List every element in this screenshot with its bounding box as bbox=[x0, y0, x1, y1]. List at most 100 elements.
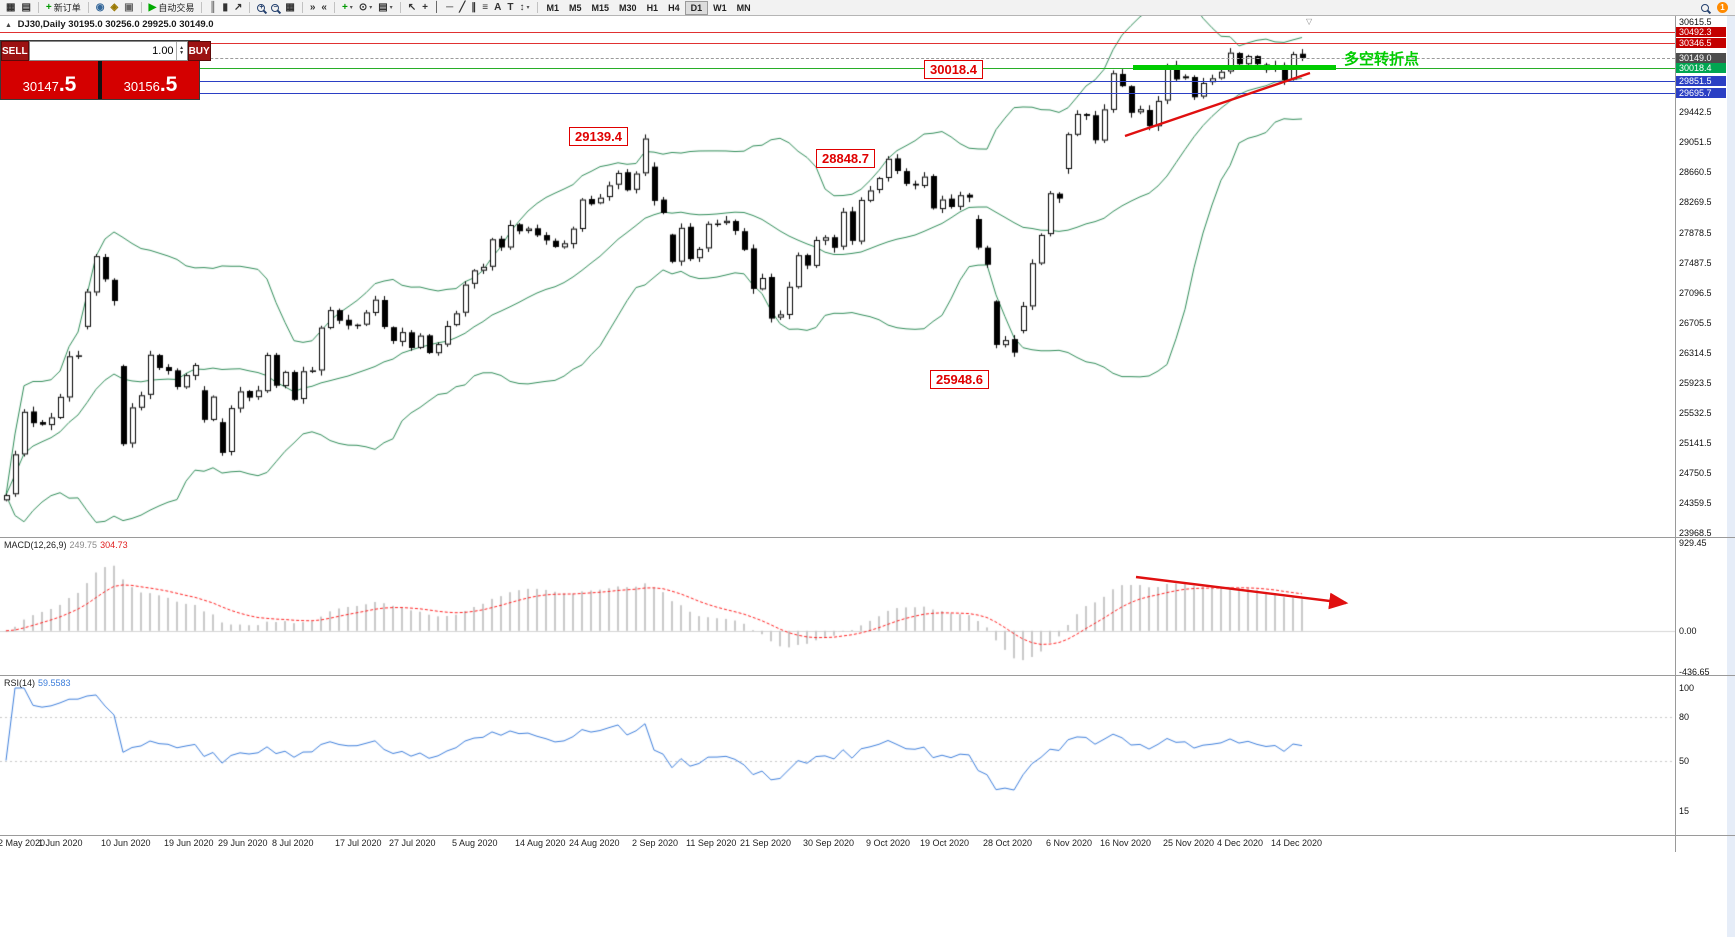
notification-badge[interactable]: 1 bbox=[1717, 2, 1728, 13]
price-level-line[interactable] bbox=[0, 68, 1675, 69]
price-level-line[interactable] bbox=[0, 43, 1675, 44]
timeframe-d1-button[interactable]: D1 bbox=[684, 0, 709, 15]
tile-windows-icon[interactable]: ▦ bbox=[285, 1, 295, 13]
timeframe-w1-button[interactable]: W1 bbox=[713, 2, 727, 13]
templates-icon[interactable]: ▤ ▾ bbox=[378, 1, 393, 13]
periods-icon[interactable]: ⊙ ▾ bbox=[358, 1, 373, 13]
arrows-tool-icon[interactable]: ↕ ▾ bbox=[519, 1, 530, 13]
panel-separator[interactable] bbox=[0, 675, 1735, 676]
date-axis-label: 30 Sep 2020 bbox=[803, 838, 855, 848]
rsi-value: 59.5583 bbox=[38, 678, 71, 688]
chart-profiles-icon[interactable]: ▤ bbox=[21, 1, 31, 13]
new-chart-icon[interactable]: ▦ bbox=[6, 1, 16, 13]
bar-chart-mode-icon[interactable]: ║ bbox=[209, 1, 217, 13]
price-axis-label: 25923.5 bbox=[1679, 377, 1712, 388]
new-order-button[interactable]: + 新订单 bbox=[45, 1, 81, 13]
channel-tool-icon[interactable]: ∥ bbox=[471, 1, 477, 13]
timeframe-m1-button[interactable]: M1 bbox=[546, 2, 560, 13]
buy-button[interactable]: BUY bbox=[187, 41, 211, 61]
volume-input[interactable] bbox=[29, 42, 176, 60]
price-axis-label: 26314.5 bbox=[1679, 347, 1712, 358]
auto-trading-button[interactable]: ▶ 自动交易 bbox=[148, 1, 195, 13]
chart-shift-icon[interactable]: « bbox=[321, 1, 327, 13]
sell-price-button[interactable]: 30147.5 bbox=[1, 61, 98, 99]
fibonacci-tool-icon[interactable]: ≡ bbox=[482, 1, 489, 13]
timeframe-h4-button[interactable]: H4 bbox=[668, 2, 680, 13]
price-annotation-box[interactable]: 25948.6 bbox=[930, 370, 989, 389]
price-tag: 29851.5 bbox=[1676, 75, 1726, 86]
date-axis-label: 24 Aug 2020 bbox=[569, 838, 620, 848]
volume-up-icon[interactable]: ▲ bbox=[179, 45, 185, 51]
date-axis-label: 19 Oct 2020 bbox=[920, 838, 970, 848]
market-watch-icon[interactable]: ◉ bbox=[95, 1, 105, 13]
price-level-line[interactable] bbox=[0, 93, 1675, 94]
chart-title: ▲ DJ30,Daily 30195.0 30256.0 29925.0 301… bbox=[5, 19, 214, 30]
price-axis-label: 24750.5 bbox=[1679, 468, 1712, 479]
timeframe-h1-button[interactable]: H1 bbox=[646, 2, 659, 13]
vertical-line-tool-icon[interactable]: │ bbox=[433, 1, 441, 13]
date-axis-label: 29 Jun 2020 bbox=[218, 838, 268, 848]
rsi-indicator-label: RSI(14) 59.5583 bbox=[4, 678, 71, 688]
candlestick-mode-icon[interactable]: ▮ bbox=[222, 1, 228, 13]
date-axis-label: 6 Nov 2020 bbox=[1046, 838, 1093, 848]
vertical-scrollbar[interactable] bbox=[1727, 16, 1735, 937]
date-axis-label: 4 Dec 2020 bbox=[1217, 838, 1264, 848]
timeframe-m5-button[interactable]: M5 bbox=[569, 2, 582, 13]
price-tag: 30018.4 bbox=[1676, 62, 1726, 73]
price-level-line[interactable] bbox=[0, 32, 1675, 33]
collapse-panel-icon[interactable]: ▲ bbox=[5, 22, 12, 29]
price-level-line[interactable] bbox=[0, 58, 1675, 59]
sell-button[interactable]: SELL bbox=[1, 41, 29, 61]
navigator-icon[interactable]: ◈ bbox=[110, 1, 119, 13]
rsi-canvas[interactable] bbox=[0, 676, 1675, 835]
auto-scroll-icon[interactable]: » bbox=[309, 1, 316, 13]
price-axis-label: 29051.5 bbox=[1679, 137, 1712, 148]
ohlc-values: 30195.0 30256.0 29925.0 30149.0 bbox=[68, 19, 214, 30]
date-axis-label: 16 Nov 2020 bbox=[1100, 838, 1152, 848]
macd-value: 249.75 bbox=[69, 540, 98, 550]
price-axis-label: 30615.5 bbox=[1679, 17, 1712, 28]
text-tool-icon[interactable]: A bbox=[494, 1, 502, 13]
price-tag: 30346.5 bbox=[1676, 37, 1726, 48]
label-tool-icon[interactable]: T bbox=[507, 1, 514, 13]
panel-separator[interactable] bbox=[0, 835, 1735, 836]
timeframe-mn-button[interactable]: MN bbox=[736, 2, 751, 13]
trendline-tool-icon[interactable]: ╱ bbox=[459, 1, 466, 13]
buy-price-button[interactable]: 30156.5 bbox=[102, 61, 199, 99]
price-axis-label: 27878.5 bbox=[1679, 227, 1712, 238]
date-axis-label: 5 Aug 2020 bbox=[452, 838, 498, 848]
price-tag: 29695.7 bbox=[1676, 87, 1726, 98]
support-line-annotation[interactable] bbox=[1133, 65, 1336, 70]
panel-separator[interactable] bbox=[0, 537, 1735, 538]
crosshair-tool-icon[interactable]: + bbox=[422, 1, 428, 13]
volume-control: ▲ ▼ bbox=[28, 41, 188, 61]
cursor-tool-icon[interactable]: ↖ bbox=[407, 1, 417, 13]
price-chart-canvas[interactable] bbox=[0, 16, 1675, 537]
macd-axis-label: 929.45 bbox=[1679, 538, 1707, 549]
date-axis-label: 8 Jul 2020 bbox=[272, 838, 314, 848]
search-icon[interactable] bbox=[1698, 1, 1712, 15]
timeframe-m30-button[interactable]: M30 bbox=[619, 2, 637, 13]
spread-gap bbox=[98, 61, 102, 99]
price-annotation-box[interactable]: 28848.7 bbox=[816, 149, 875, 168]
macd-axis-label: 0.00 bbox=[1679, 625, 1697, 636]
date-axis-label: 14 Dec 2020 bbox=[1271, 838, 1323, 848]
volume-down-icon[interactable]: ▼ bbox=[179, 50, 185, 56]
price-annotation-box[interactable]: 29139.4 bbox=[569, 127, 628, 146]
zoom-out-icon[interactable]: − bbox=[271, 3, 280, 12]
zoom-in-icon[interactable]: + bbox=[257, 3, 266, 12]
price-axis-label: 27487.5 bbox=[1679, 257, 1712, 268]
price-annotation-box[interactable]: 30018.4 bbox=[924, 60, 983, 79]
price-axis-label: 27096.5 bbox=[1679, 287, 1712, 298]
chart-shift-marker-icon[interactable]: ▽ bbox=[1306, 17, 1313, 26]
price-tag: 30149.0 bbox=[1676, 52, 1726, 63]
add-indicator-icon[interactable]: + ▾ bbox=[341, 1, 353, 13]
price-level-line[interactable] bbox=[0, 81, 1675, 82]
turning-point-annotation[interactable]: 多空转折点 bbox=[1344, 51, 1420, 68]
macd-canvas[interactable] bbox=[0, 538, 1675, 675]
line-chart-mode-icon[interactable]: ↗ bbox=[233, 1, 243, 13]
terminal-icon[interactable]: ▣ bbox=[124, 1, 134, 13]
timeframe-m15-button[interactable]: M15 bbox=[591, 2, 610, 13]
horizontal-line-tool-icon[interactable]: ─ bbox=[446, 1, 454, 13]
date-axis-label: 21 Sep 2020 bbox=[740, 838, 792, 848]
